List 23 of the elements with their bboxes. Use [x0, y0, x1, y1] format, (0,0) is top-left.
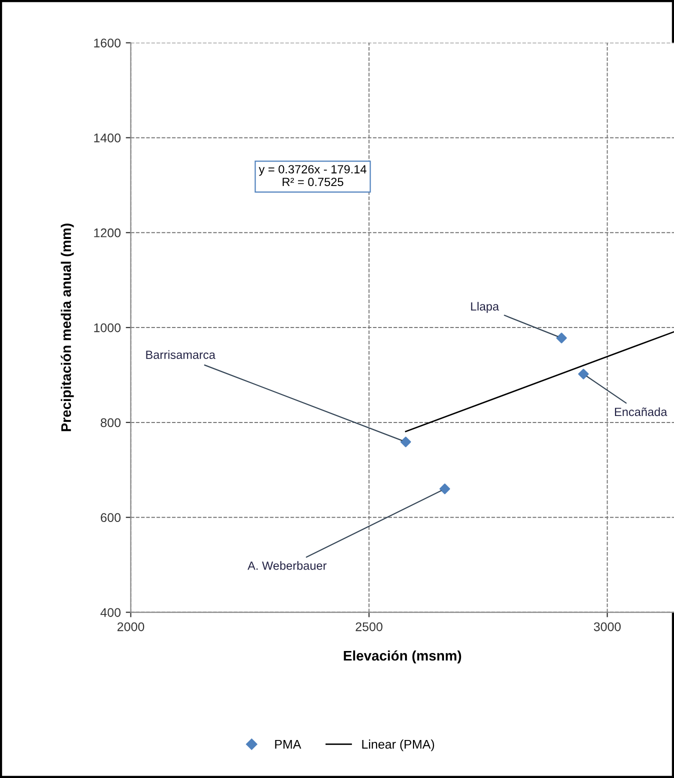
- annotation: y = 0.3726x - 179.14 R² = 0.7525: [258, 165, 366, 186]
- y-tick-label: 1600: [94, 38, 121, 48]
- x-tick-label: 2500: [356, 622, 382, 632]
- point: [400, 436, 412, 448]
- x-axis-title: Elevación (msnm): [344, 650, 462, 664]
- y-tick-label: 1200: [94, 228, 121, 238]
- annotation: Llapa: [471, 302, 500, 313]
- annotation: Barrisamarca: [146, 350, 216, 359]
- legend-label: Linear (PMA): [362, 740, 434, 752]
- y-tick-label: 1400: [94, 134, 121, 142]
- x-tick-label: 2000: [117, 622, 144, 632]
- point: [578, 368, 589, 380]
- y-axis-title: Precipitación media anual (mm): [60, 224, 74, 432]
- legend-label: PMA: [275, 740, 302, 749]
- y-tick-label: 800: [100, 418, 121, 428]
- y-tick-label: 400: [100, 608, 121, 617]
- point: [439, 484, 450, 494]
- y-tick-label: 600: [100, 513, 121, 522]
- point: [556, 332, 567, 344]
- y-tick-label: 1000: [94, 323, 121, 332]
- annotation: Encañada: [614, 407, 668, 416]
- x-tick-label: 3000: [594, 622, 621, 632]
- annotation: A. Weberbauer: [248, 561, 327, 570]
